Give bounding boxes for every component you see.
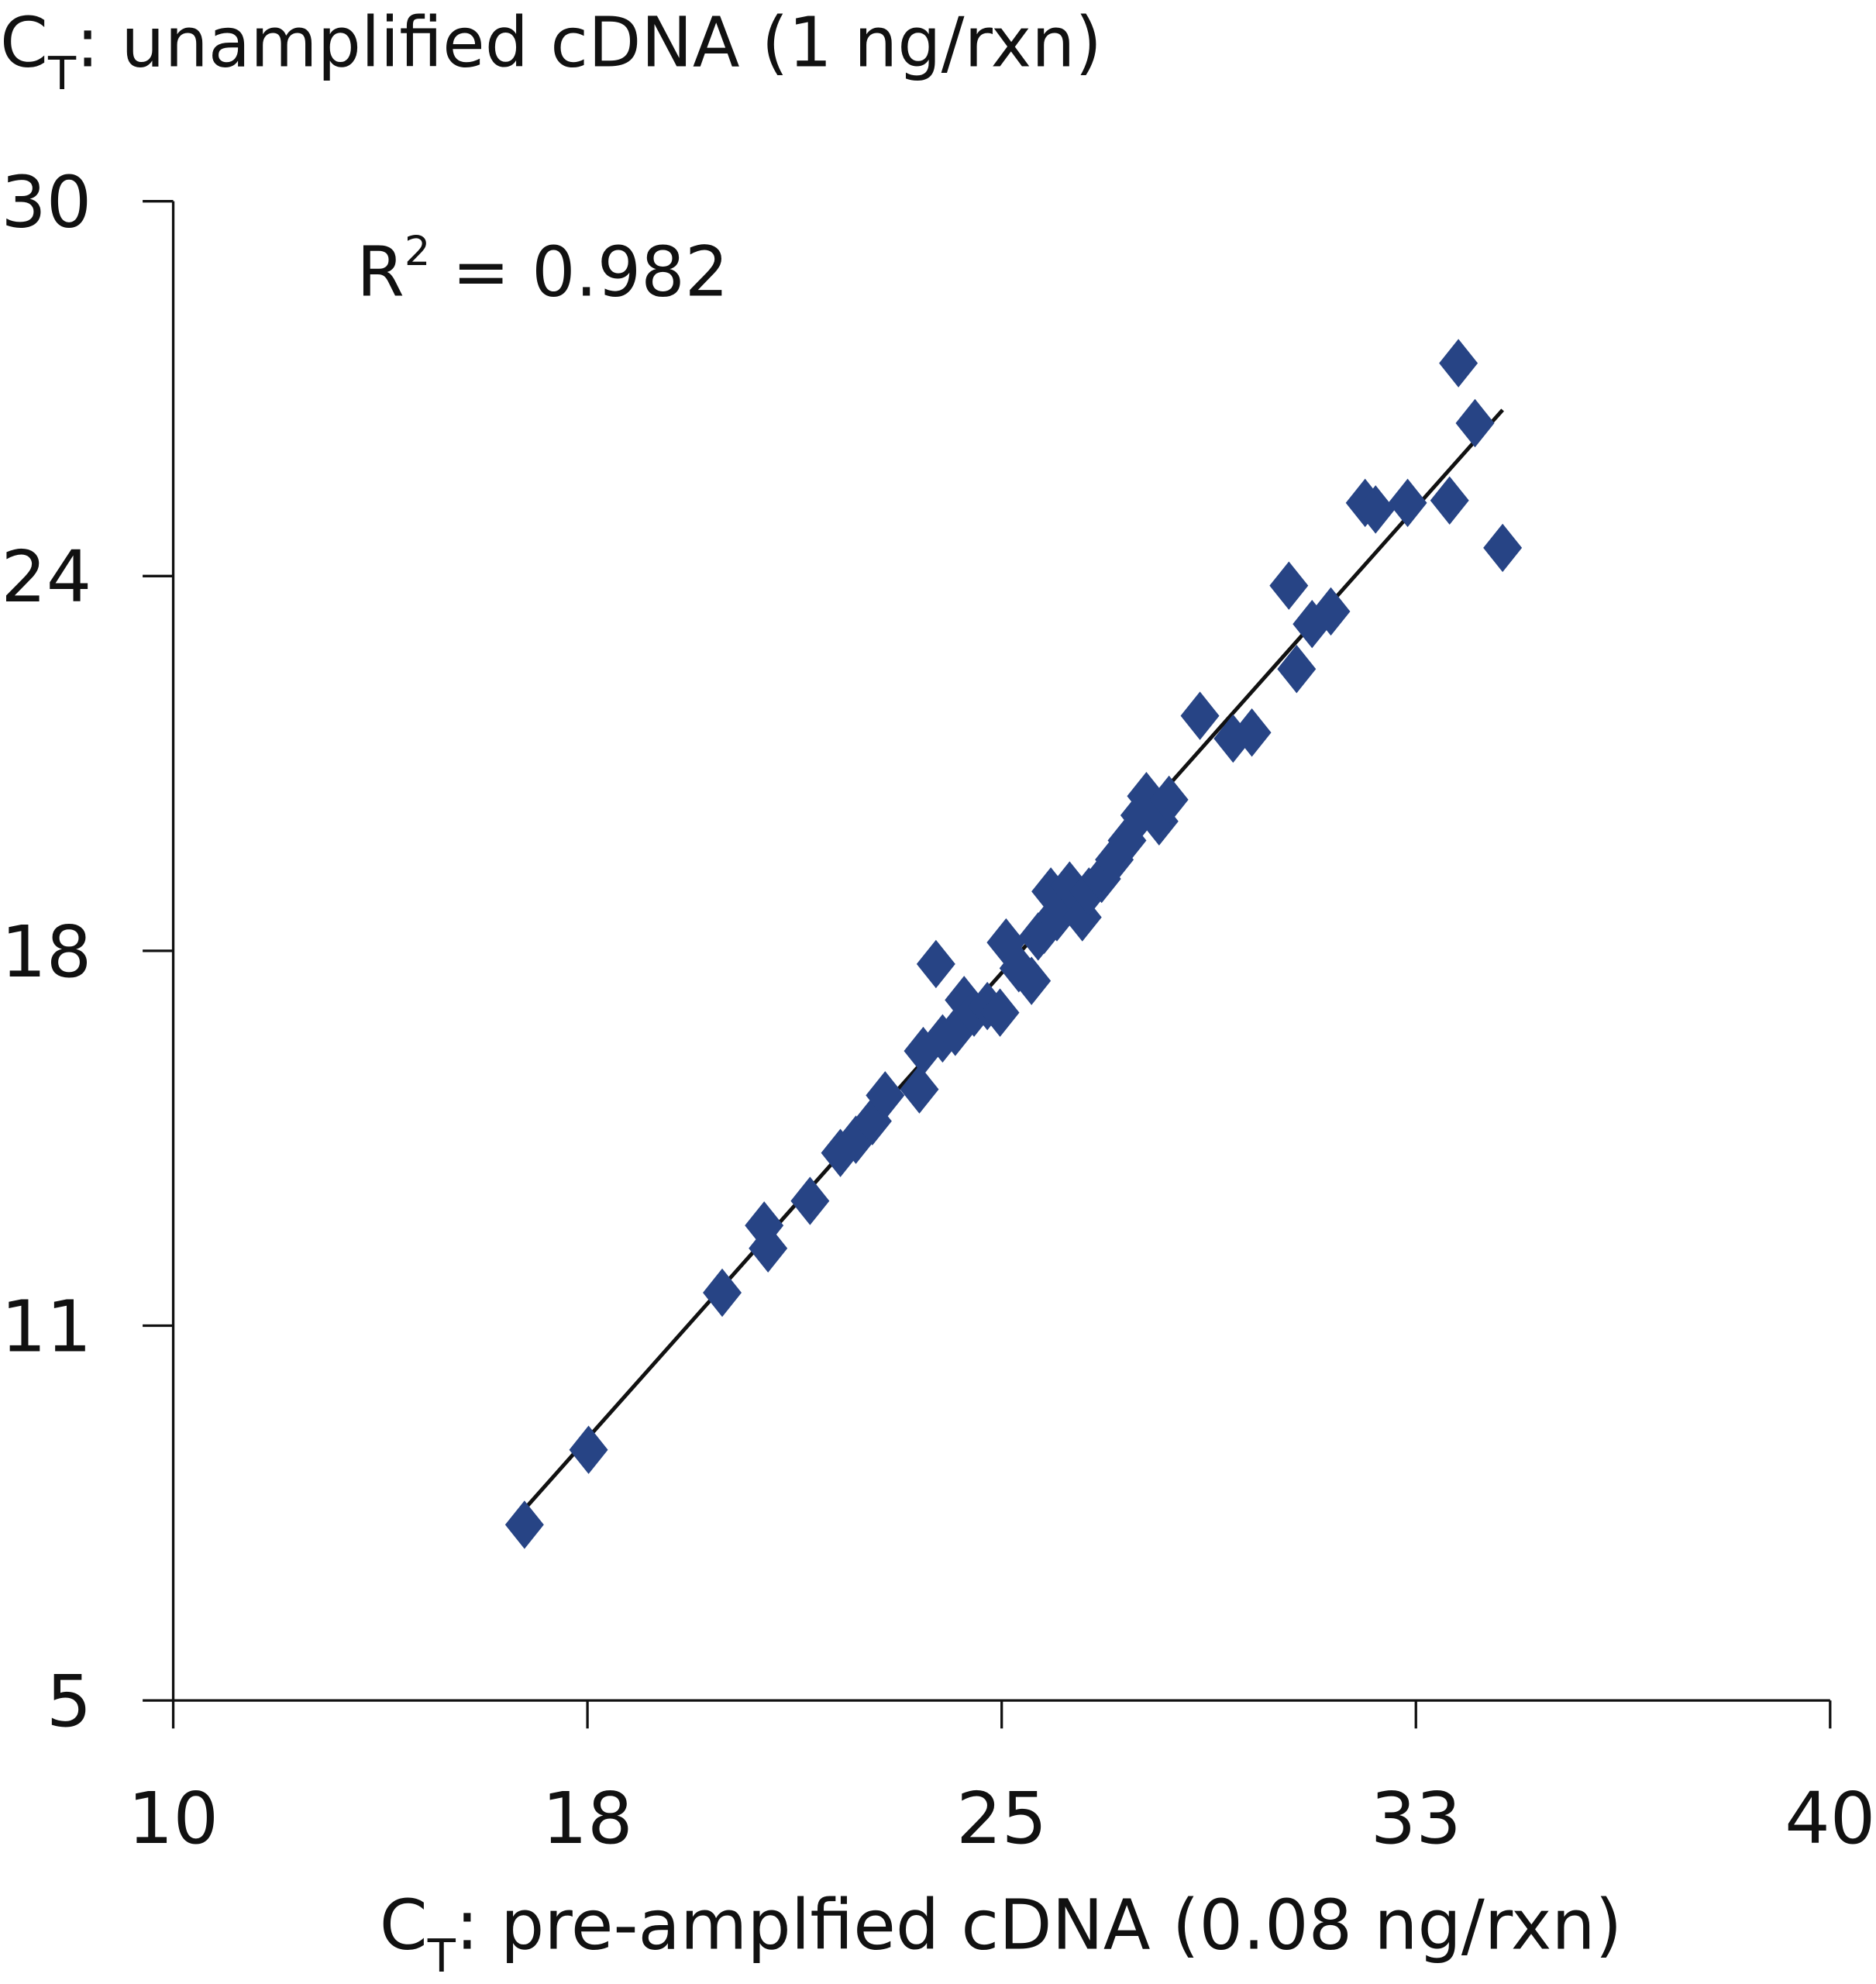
data-point (916, 939, 955, 989)
data-point (1455, 398, 1495, 448)
x-tick-label: 33 (1371, 1777, 1461, 1860)
data-point (1082, 854, 1121, 904)
y-tick-label: 11 (1, 1285, 91, 1368)
data-point (1311, 587, 1351, 636)
x-tick-label: 10 (128, 1777, 219, 1860)
x-tick-label: 40 (1785, 1777, 1875, 1860)
data-point (1180, 691, 1220, 740)
x-tick-label: 25 (956, 1777, 1047, 1860)
x-tick-label: 18 (542, 1777, 633, 1860)
data-point (852, 1097, 892, 1145)
data-point (1277, 645, 1317, 694)
data-point (1430, 476, 1469, 525)
data-point (900, 1065, 939, 1114)
data-point (1127, 772, 1166, 821)
y-tick-label: 18 (1, 911, 91, 994)
data-point (504, 1500, 544, 1549)
data-point (790, 1176, 830, 1225)
data-point (1269, 561, 1309, 610)
data-point (1050, 861, 1089, 910)
y-tick-label: 24 (1, 536, 91, 618)
r-squared-annotation: R2 = 0.982 (356, 228, 728, 312)
data-point (945, 976, 984, 1025)
data-point (1388, 478, 1427, 528)
y-tick-label: 30 (1, 161, 91, 244)
data-point (980, 988, 1020, 1037)
data-point (569, 1425, 608, 1474)
x-axis-title: CT: pre-amplfied cDNA (0.08 ng/rxn) (380, 1886, 1623, 1983)
data-point (703, 1268, 742, 1318)
data-point (1139, 797, 1179, 846)
axes: 10 18 25 33 40 5 11 18 24 30 (1, 161, 1875, 1861)
data-point (1069, 867, 1109, 916)
data-point (1012, 956, 1052, 1005)
data-point (904, 1026, 943, 1076)
data-point (1062, 893, 1102, 942)
data-point (745, 1201, 784, 1250)
data-point (1483, 523, 1523, 573)
y-tick-label: 5 (46, 1660, 92, 1743)
data-point (1356, 485, 1396, 534)
y-axis-title: CT: unamplified cDNA (1 ng/rxn) (0, 2, 1102, 100)
data-point (1149, 775, 1189, 825)
data-point (749, 1224, 788, 1273)
data-point (1439, 339, 1478, 388)
data-point (1037, 893, 1076, 942)
